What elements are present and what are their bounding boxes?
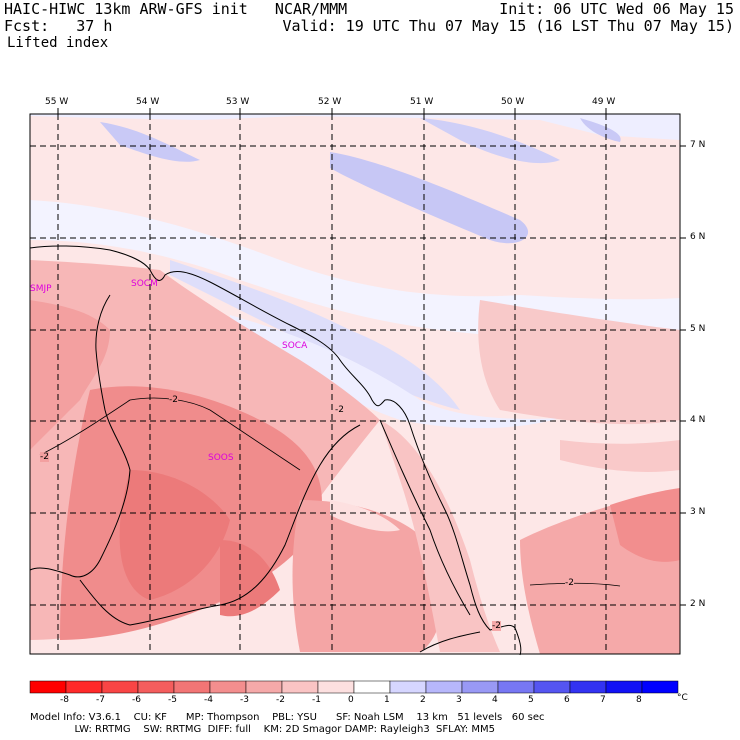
- station-label-soca: SOCA: [282, 341, 308, 351]
- colorbar-tick-label: 8: [636, 695, 642, 705]
- lat-lon-grid: [30, 114, 680, 654]
- field-name: Lifted index: [7, 35, 109, 51]
- colorbar-tick-label: -7: [96, 695, 105, 705]
- lat-label-5n: 5 N: [690, 324, 706, 334]
- colorbar-tick-label: -4: [204, 695, 213, 705]
- model-title: HAIC-HIWC 13km ARW-GFS init NCAR/MMM: [4, 0, 348, 18]
- colorbar-tick-label: -2: [276, 695, 285, 705]
- valid-time: Valid: 19 UTC Thu 07 May 15 (16 LST Thu …: [282, 17, 734, 35]
- lon-label-51w: 51 W: [410, 97, 434, 107]
- colorbar-tick-label: 6: [564, 695, 570, 705]
- colorbar-tick-label: 5: [528, 695, 534, 705]
- colorbar-tick-label: 2: [420, 695, 426, 705]
- contour-label: -2: [492, 621, 501, 631]
- lat-label-2n: 2 N: [690, 599, 706, 609]
- lon-label-53w: 53 W: [226, 97, 250, 107]
- station-label-socm: SOCM: [131, 279, 158, 289]
- contour-label: -2: [565, 578, 574, 588]
- map-frame: [29, 108, 686, 655]
- lon-label-49w: 49 W: [592, 97, 616, 107]
- init-time: Init: 06 UTC Wed 06 May 15: [499, 0, 734, 18]
- lon-label-55w: 55 W: [45, 97, 69, 107]
- contour-minus2-east: [529, 582, 621, 587]
- colorbar-tick-label: 0: [348, 695, 354, 705]
- lat-label-3n: 3 N: [690, 507, 706, 517]
- lon-label-50w: 50 W: [501, 97, 525, 107]
- shaded-field: [30, 114, 680, 654]
- lat-label-7n: 7 N: [690, 140, 706, 150]
- station-label-smjp: SMJP: [30, 284, 52, 294]
- forecast-hour: Fcst: 37 h: [4, 17, 113, 35]
- lat-label-4n: 4 N: [690, 415, 706, 425]
- colorbar-tick-label: -8: [60, 695, 69, 705]
- colorbar-tick-label: -6: [132, 695, 141, 705]
- colorbar-tick-label: 3: [456, 695, 462, 705]
- contour-label: -2: [40, 452, 49, 462]
- colorbar-tick-label: 1: [384, 695, 390, 705]
- colorbar-tick-label: -1: [312, 695, 321, 705]
- coastline: [29, 245, 522, 656]
- colorbar-unit: °C: [677, 693, 688, 703]
- contour-label: -2: [335, 405, 344, 415]
- model-info-line2: LW: RRTMG SW: RRTMG DIFF: full KM: 2D Sm…: [30, 724, 495, 735]
- colorbar-tick-label: -5: [168, 695, 177, 705]
- colorbar-tick-label: -3: [240, 695, 249, 705]
- model-info-line1: Model Info: V3.6.1 CU: KF MP: Thompson P…: [30, 712, 545, 723]
- lon-label-52w: 52 W: [318, 97, 342, 107]
- colorbar-tick-label: 4: [492, 695, 498, 705]
- colorbar-tick-label: 7: [600, 695, 606, 705]
- lon-label-54w: 54 W: [136, 97, 160, 107]
- station-label-soos: SOOS: [208, 453, 234, 463]
- lat-label-6n: 6 N: [690, 232, 706, 242]
- contour-label: -2: [169, 395, 178, 405]
